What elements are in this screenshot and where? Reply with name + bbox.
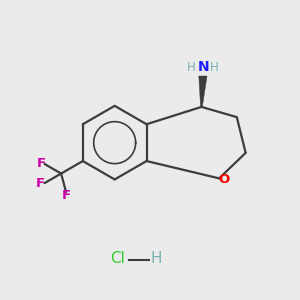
Text: F: F bbox=[36, 177, 45, 190]
Text: O: O bbox=[218, 173, 230, 186]
Text: F: F bbox=[61, 189, 70, 202]
Text: N: N bbox=[197, 60, 209, 74]
Text: Cl: Cl bbox=[110, 251, 125, 266]
Text: H: H bbox=[150, 251, 162, 266]
Text: H: H bbox=[188, 61, 196, 74]
Polygon shape bbox=[199, 76, 207, 107]
Text: H: H bbox=[210, 61, 218, 74]
Text: F: F bbox=[36, 158, 46, 170]
